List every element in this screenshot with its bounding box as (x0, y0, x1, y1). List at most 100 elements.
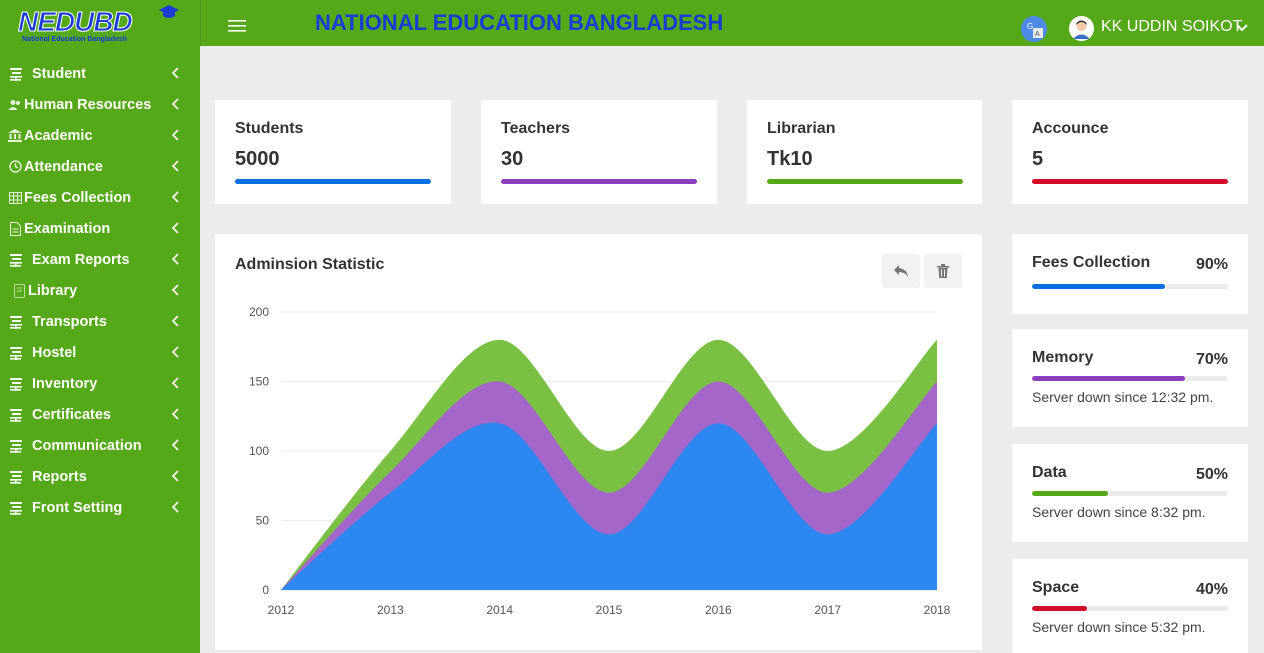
progress-track (1032, 606, 1228, 611)
stat-label: Students (235, 120, 304, 137)
chevron-left-icon[interactable] (170, 501, 182, 513)
chart-title: Adminsion Statistic (235, 256, 385, 273)
progress-track (1032, 376, 1228, 381)
x-tick-label: 2014 (486, 603, 513, 617)
progress-label: Data (1032, 464, 1067, 481)
progress-card-fees: Fees Collection 90% (1012, 234, 1248, 314)
sidebar-item-label: Inventory (32, 375, 98, 392)
sidebar-item-academic[interactable]: Academic (0, 120, 200, 151)
sidebar-item-communication[interactable]: Communication (0, 430, 200, 461)
clock-icon (8, 159, 22, 175)
stat-value: 30 (501, 148, 524, 170)
sidebar-item-inventory[interactable]: Inventory (0, 368, 200, 399)
chevron-left-icon[interactable] (170, 129, 182, 141)
delete-button[interactable] (924, 254, 962, 288)
progress-card-memory: Memory 70% Server down since 12:32 pm. (1012, 329, 1248, 427)
admission-area-chart: 0 50 100 150 200 2012 2013 2014 2015 2016 2017 2018 (249, 305, 951, 617)
chevron-left-icon[interactable] (170, 439, 182, 451)
sidebar-item-reports[interactable]: Reports (0, 461, 200, 492)
progress-track (1032, 284, 1228, 289)
chevron-left-icon[interactable] (170, 346, 182, 358)
list-icon (8, 407, 26, 423)
user-avatar[interactable] (1069, 16, 1094, 41)
sidebar-item-label: Exam Reports (32, 251, 130, 268)
area-series-0 (281, 422, 937, 590)
progress-note: Server down since 5:32 pm. (1032, 619, 1206, 635)
chevron-left-icon[interactable] (170, 408, 182, 420)
sidebar-item-label: Attendance (24, 158, 103, 175)
admission-chart-card: 0 50 100 150 200 2012 2013 2014 2015 2016 2017 2018… (215, 234, 982, 650)
stat-value: 5 (1032, 148, 1044, 170)
sidebar-item-library[interactable]: Library (0, 275, 200, 306)
list-icon (8, 314, 26, 330)
list-icon (8, 345, 26, 361)
sidebar-item-label: Communication (32, 437, 142, 454)
progress-track (1032, 491, 1228, 496)
stat-bar (235, 179, 431, 184)
user-name[interactable]: KK UDDIN SOIKOT (1101, 18, 1243, 35)
sidebar-item-label: Examination (24, 220, 111, 237)
sidebar-item-exam-reports[interactable]: Exam Reports (0, 244, 200, 275)
sidebar-item-student[interactable]: Student (0, 58, 200, 89)
progress-card-data: Data 50% Server down since 8:32 pm. (1012, 444, 1248, 542)
y-tick-label: 200 (249, 305, 269, 319)
top-bar: NATIONAL EDUCATION BANGLADESH G A KK UDD… (200, 0, 1264, 46)
x-tick-label: 2017 (814, 603, 841, 617)
progress-fill (1032, 284, 1166, 289)
hamburger-menu-icon[interactable] (228, 20, 246, 32)
logo-subtitle: National Education Bangladesh (22, 36, 128, 43)
stat-bar (767, 179, 963, 184)
list-icon (8, 469, 26, 485)
bank-icon (8, 128, 22, 144)
chevron-left-icon[interactable] (170, 315, 182, 327)
chevron-left-icon[interactable] (170, 253, 182, 265)
graduation-cap-icon (159, 5, 179, 18)
list-icon (8, 252, 26, 268)
y-tick-label: 100 (249, 444, 269, 458)
sidebar-item-fees-collection[interactable]: Fees Collection (0, 182, 200, 213)
trash-icon (937, 264, 949, 278)
chevron-left-icon[interactable] (170, 67, 182, 79)
chevron-left-icon[interactable] (170, 222, 182, 234)
sidebar-item-examination[interactable]: Examination (0, 213, 200, 244)
stat-card-accounce: Accounce 5 (1012, 100, 1248, 204)
progress-fill (1032, 491, 1109, 496)
svg-text:A: A (1035, 31, 1040, 38)
sidebar-menu: Student Human Resources Academic Attendance… (0, 58, 200, 523)
sidebar-item-label: Student (32, 65, 86, 82)
chevron-left-icon[interactable] (170, 160, 182, 172)
svg-text:G: G (1027, 22, 1033, 31)
chevron-left-icon[interactable] (170, 377, 182, 389)
document-icon (8, 221, 22, 237)
chevron-left-icon[interactable] (170, 470, 182, 482)
progress-label: Space (1032, 579, 1080, 596)
sidebar-item-label: Hostel (32, 344, 77, 361)
sidebar-item-front-setting[interactable]: Front Setting (0, 492, 200, 523)
stat-label: Accounce (1032, 120, 1109, 137)
stat-label: Librarian (767, 120, 836, 137)
reply-button[interactable] (882, 254, 920, 288)
x-tick-label: 2016 (705, 603, 732, 617)
stat-label: Teachers (501, 120, 571, 137)
chevron-left-icon[interactable] (170, 191, 182, 203)
sidebar-item-hostel[interactable]: Hostel (0, 337, 200, 368)
sidebar-item-certificates[interactable]: Certificates (0, 399, 200, 430)
translate-icon[interactable]: G A (1021, 16, 1047, 42)
chevron-down-icon[interactable] (1236, 22, 1248, 34)
sidebar-item-label: Transports (32, 313, 107, 330)
progress-card-space: Space 40% Server down since 5:32 pm. (1012, 559, 1248, 653)
sidebar-item-attendance[interactable]: Attendance (0, 151, 200, 182)
list-icon (8, 376, 26, 392)
chevron-left-icon[interactable] (170, 98, 182, 110)
sidebar-item-transports[interactable]: Transports (0, 306, 200, 337)
sidebar-item-label: Fees Collection (24, 189, 132, 206)
sidebar-item-label: Reports (32, 468, 87, 485)
logo-text: NEDUBD (18, 6, 134, 37)
chevron-left-icon[interactable] (170, 284, 182, 296)
progress-label: Memory (1032, 349, 1094, 366)
stat-card-students: Students 5000 (215, 100, 451, 204)
sidebar-item-human-resources[interactable]: Human Resources (0, 89, 200, 120)
logo[interactable]: NEDUBD National Education Bangladesh (18, 5, 188, 46)
stat-value: Tk10 (767, 148, 813, 170)
y-tick-label: 150 (249, 375, 269, 389)
